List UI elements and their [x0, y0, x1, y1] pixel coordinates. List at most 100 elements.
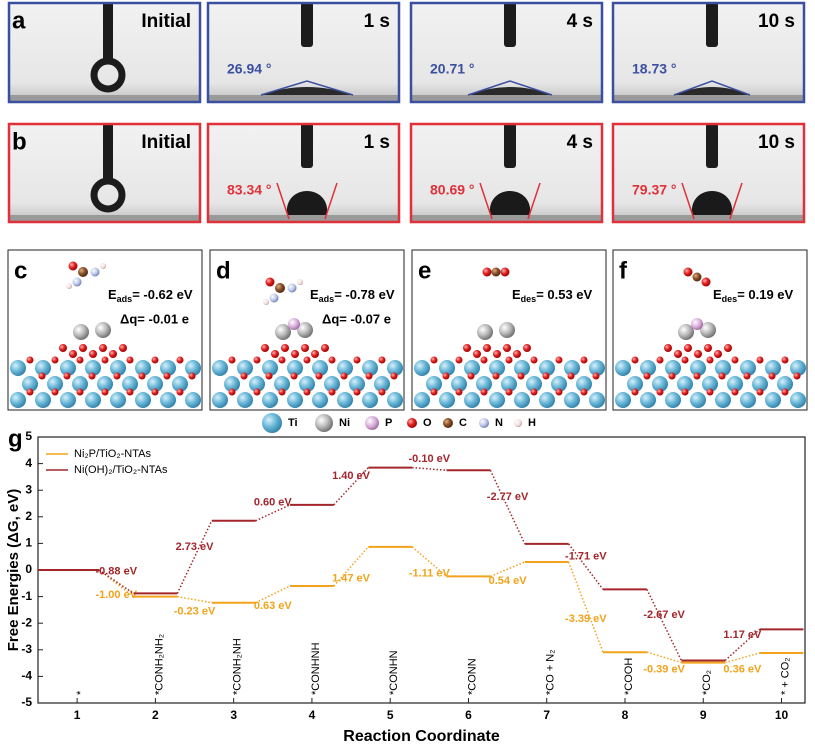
o-atom [731, 356, 739, 364]
photo-frame: 26.94 ° 1 s [206, 1, 401, 104]
o-atom [480, 356, 488, 364]
frame-border [206, 1, 401, 104]
x-tick-label: 3 [230, 708, 237, 722]
legend-atom [407, 418, 417, 428]
droplet [489, 191, 531, 215]
o-atom [756, 388, 764, 396]
x-tick-label: 9 [700, 708, 707, 722]
species-label: *CONH₂NH [232, 638, 244, 695]
x-axis-title: Reaction Coordinate [343, 728, 500, 745]
o-atom [706, 388, 714, 396]
p-atom [288, 318, 300, 330]
ti-atom [740, 392, 756, 408]
ti-atom [414, 392, 430, 408]
ti-atom [690, 392, 706, 408]
substrate [410, 215, 603, 223]
charge-label: Δq= -0.01 e [120, 311, 189, 326]
o-atom [681, 388, 689, 396]
substrate [612, 215, 805, 223]
connector [255, 585, 291, 604]
tangent [479, 182, 493, 220]
species-label: *COOH [623, 658, 635, 695]
structure-panel: e Edes= 0.53 eV [411, 249, 607, 411]
frame-border [7, 122, 202, 224]
o-atom [656, 388, 664, 396]
ti-atom [72, 376, 88, 392]
ti-atom [564, 360, 580, 376]
ni-atom [73, 324, 89, 340]
time-label: 4 s [567, 132, 593, 153]
needle [504, 2, 516, 47]
o-atom [430, 356, 438, 364]
step-label: 1.17 eV [723, 629, 762, 641]
x-tick-label: 2 [152, 708, 159, 722]
ti-atom [576, 376, 592, 392]
contact-angle: 80.69 ° [430, 182, 475, 198]
panel-label: d [216, 257, 231, 284]
ti-atom [85, 360, 101, 376]
ti-atom [60, 360, 76, 376]
step-label: -3.39 eV [565, 613, 607, 625]
h-atom [66, 283, 72, 289]
time-label: 10 s [758, 11, 795, 32]
ti-atom [60, 392, 76, 408]
o-atom [743, 372, 751, 380]
photo-frame: 83.34 ° 1 s [206, 122, 401, 224]
legend-atom-label: P [385, 417, 392, 429]
ti-atom [426, 376, 442, 392]
ti-atom [10, 392, 26, 408]
o-atom [353, 388, 361, 396]
droplet [468, 87, 552, 95]
n-atom [72, 277, 82, 287]
o-atom [278, 356, 286, 364]
ti-atom [439, 360, 455, 376]
ti-atom [790, 360, 806, 376]
ni-atom [499, 322, 515, 338]
ti-atom [249, 376, 265, 392]
connector [412, 466, 447, 471]
droplet [261, 87, 353, 95]
ti-atom [589, 360, 605, 376]
legend-atom [262, 413, 282, 433]
needle [103, 123, 113, 183]
y-tick-label: 4 [25, 456, 32, 470]
ti-atom [172, 376, 188, 392]
o-atom [88, 372, 96, 380]
species-label: *CONHN [388, 650, 400, 695]
panel-label: g [8, 425, 23, 452]
o-atom [467, 372, 475, 380]
legend-atom [479, 418, 489, 428]
o-atom [756, 356, 764, 364]
o-atom [151, 388, 159, 396]
ti-atom [262, 392, 278, 408]
energy-value: = -0.62 eV [132, 287, 193, 302]
o-atom [290, 372, 298, 380]
ti-atom [387, 360, 403, 376]
ti-atom [501, 376, 517, 392]
substrate [207, 95, 400, 103]
ti-atom [514, 392, 530, 408]
ti-atom [337, 360, 353, 376]
h-atom [100, 263, 106, 269]
legend-atom [365, 416, 379, 430]
connector [724, 628, 761, 661]
o-atom [500, 267, 510, 277]
ti-atom [312, 392, 328, 408]
connector [489, 469, 526, 545]
step-label: 1.40 eV [332, 470, 371, 482]
ti-atom [640, 392, 656, 408]
ti-atom [539, 392, 555, 408]
connector [255, 504, 291, 522]
energy-symbol: E [108, 287, 117, 302]
frame-border [409, 122, 604, 224]
substrate [612, 95, 805, 103]
o-atom [706, 356, 714, 364]
o-atom [731, 388, 739, 396]
o-atom [126, 388, 134, 396]
h-atom [297, 279, 303, 285]
o-atom [101, 388, 109, 396]
ti-atom [212, 360, 228, 376]
o-atom [513, 350, 521, 358]
o-atom [79, 344, 87, 352]
o-atom [718, 372, 726, 380]
